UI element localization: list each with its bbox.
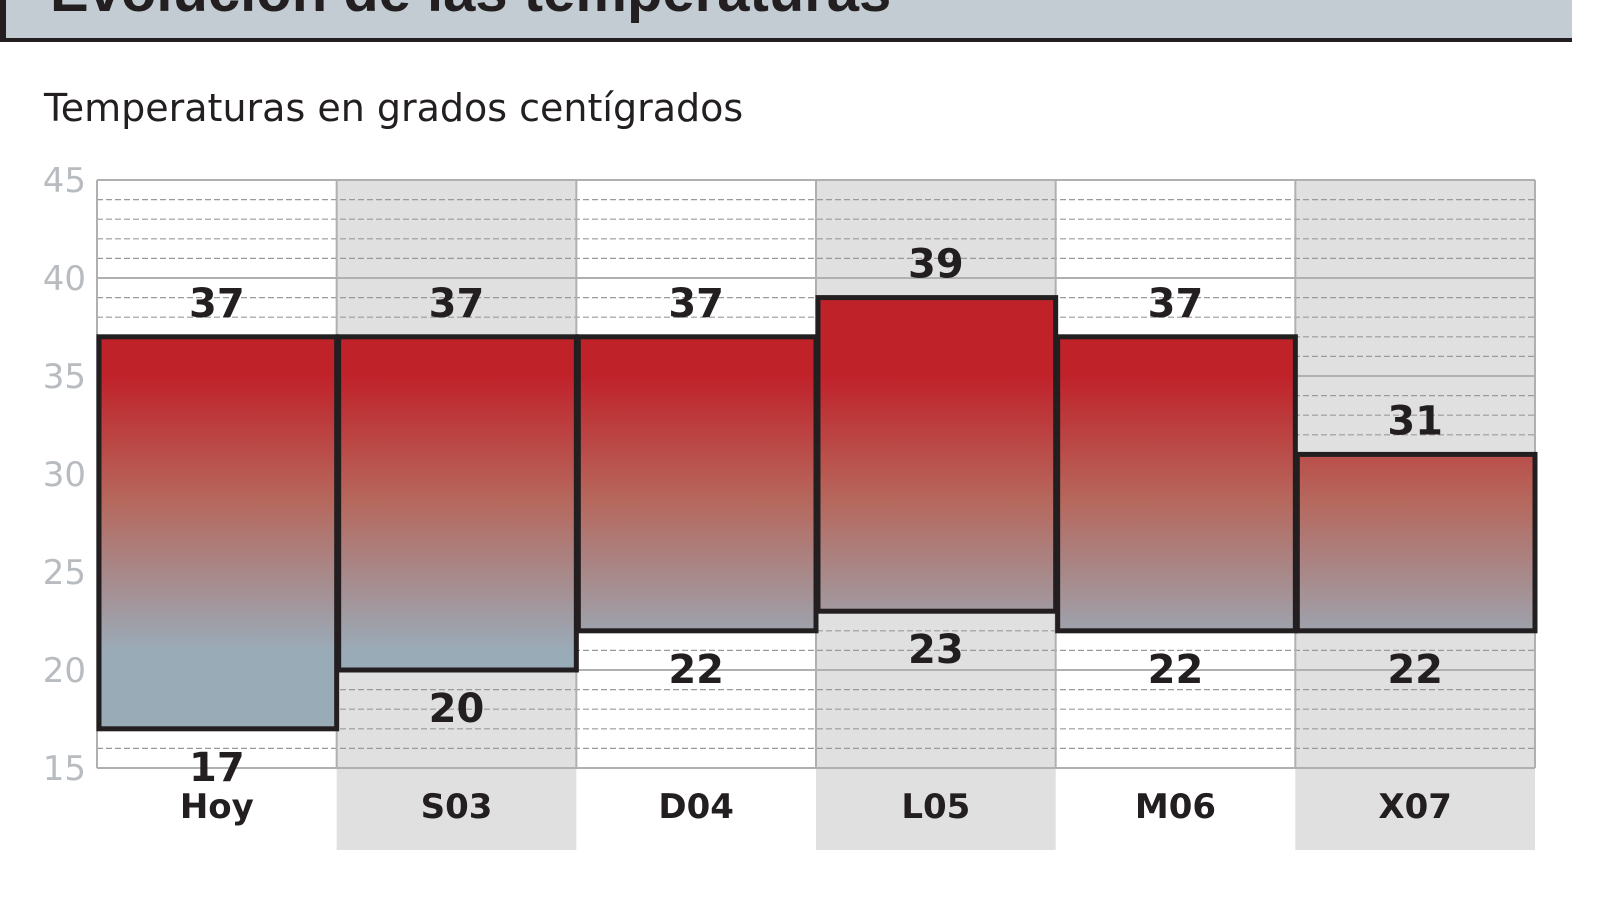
min-temp-label: 22 — [1148, 647, 1204, 693]
y-tick-label: 30 — [43, 455, 86, 495]
x-tick-label: S03 — [421, 787, 493, 827]
max-temp-label: 31 — [1387, 398, 1443, 444]
chart-subtitle: Temperaturas en grados centígrados — [44, 86, 744, 130]
temperature-range-bar — [1294, 451, 1538, 634]
x-tick-label: M06 — [1135, 787, 1216, 827]
temperature-range-bar — [815, 295, 1059, 614]
min-temp-label: 17 — [189, 745, 245, 791]
y-tick-label: 40 — [43, 259, 86, 299]
y-tick-label: 15 — [43, 749, 86, 789]
x-tick-label: D04 — [658, 787, 734, 827]
y-tick-label: 35 — [43, 357, 86, 397]
max-temp-label: 37 — [668, 281, 724, 327]
max-temp-label: 39 — [908, 242, 964, 288]
temperature-range-bar — [575, 334, 819, 634]
y-tick-label: 20 — [43, 651, 86, 691]
min-temp-label: 22 — [1387, 647, 1443, 693]
y-tick-label: 45 — [43, 161, 86, 201]
chart-title: Evolución de las temperaturas — [50, 0, 891, 25]
max-temp-label: 37 — [189, 281, 245, 327]
temperature-range-bar — [96, 334, 340, 732]
min-temp-label: 20 — [429, 686, 485, 732]
min-temp-label: 23 — [908, 627, 964, 673]
x-tick-label: L05 — [901, 787, 970, 827]
x-tick-label: Hoy — [180, 787, 254, 827]
temperature-range-bar — [336, 334, 579, 673]
max-temp-label: 37 — [429, 281, 485, 327]
x-tick-label: X07 — [1378, 787, 1452, 827]
temperature-range-bar — [1055, 334, 1298, 634]
y-tick-label: 25 — [43, 553, 86, 593]
title-bar: Evolución de las temperaturas — [0, 0, 1572, 42]
min-temp-label: 22 — [668, 647, 724, 693]
max-temp-label: 37 — [1148, 281, 1204, 327]
